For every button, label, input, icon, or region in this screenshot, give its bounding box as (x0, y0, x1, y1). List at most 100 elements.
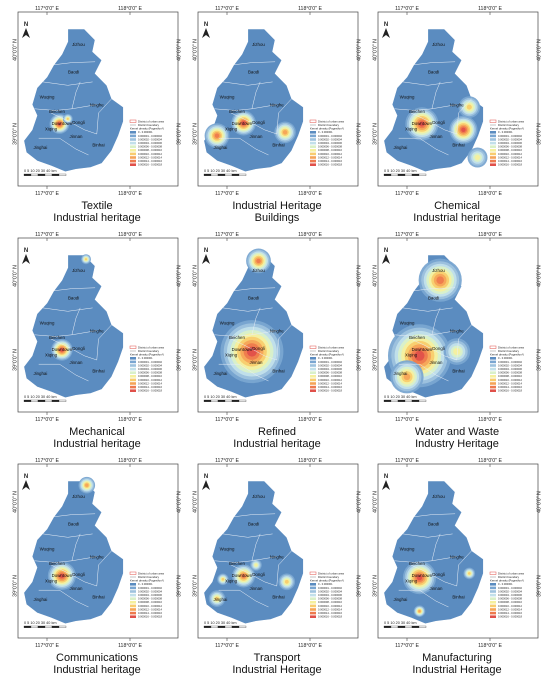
north-arrow-icon (382, 28, 390, 38)
legend-swatch (310, 145, 316, 148)
scale-segment (217, 625, 226, 628)
density-hotspot (390, 360, 424, 394)
legend-urban-label: District of urban area (498, 571, 524, 575)
legend-urban-label: District of urban area (318, 571, 344, 575)
density-hotspot (217, 573, 229, 586)
place-label: Jizhou (252, 42, 265, 47)
place-label: Jinnan (70, 586, 83, 591)
legend-density-title: Kernel density (Pages/km²) (130, 353, 164, 357)
lat-label: 40°0'0" N (13, 491, 19, 513)
legend-range-label: 0.000006 - 0.000008 (138, 371, 162, 375)
scale-segment (30, 173, 39, 176)
legend-boundary-label: District boundary (138, 123, 160, 127)
lat-label: 39°0'0" N (373, 123, 379, 145)
lat-label: 40°0'0" N (537, 39, 543, 61)
scale-segment (44, 173, 53, 176)
place-label: Baodi (68, 296, 79, 301)
place-label: Jinghai (33, 145, 47, 150)
district-boundary (411, 61, 456, 66)
place-label: Jinnan (430, 134, 443, 139)
legend-density-title: Kernel density (Pages/km²) (310, 353, 344, 357)
caption-line-2: Industry Heritage (415, 438, 499, 450)
tianjin-region (203, 480, 304, 625)
district-boundary (96, 550, 112, 587)
lon-label: 118°0'0" E (118, 643, 142, 649)
scale-label: 0 5 10 20 30 40 km (204, 621, 237, 625)
place-label: Dongli (432, 572, 444, 577)
legend-density-title: Kernel density (Pages/km²) (310, 127, 344, 131)
place-label: Beichen (49, 109, 65, 114)
legend-swatch (490, 382, 496, 385)
legend-boundary-label: District boundary (318, 123, 340, 127)
tianjin-region (23, 254, 124, 399)
north-label: N (384, 22, 388, 28)
place-label: Wuqing (40, 321, 55, 326)
north-label: N (384, 248, 388, 254)
lat-label: 39°0'0" N (13, 123, 19, 145)
district-boundary (410, 338, 457, 361)
place-label: Wuqing (400, 95, 415, 100)
lat-label: 40°0'0" N (13, 265, 19, 287)
scale-segment (224, 173, 233, 176)
lat-label: 39°0'0" N (357, 349, 363, 371)
lat-label: 40°0'0" N (373, 39, 379, 61)
scale-segment (231, 173, 240, 176)
panel-caption: Mechanical Industrial heritage (12, 426, 182, 450)
place-label: Jinghai (213, 145, 227, 150)
legend-swatch (130, 590, 136, 593)
place-label: Baodi (68, 522, 79, 527)
legend-swatch (490, 593, 496, 597)
density-ring (241, 573, 246, 578)
scale-bar: 0 5 10 20 30 40 km (203, 395, 247, 402)
panel-caption: Refined Industrial heritage (192, 426, 362, 450)
legend-swatch (310, 357, 316, 360)
legend-swatch (490, 131, 496, 134)
district-boundary (222, 307, 273, 312)
scale-segment (231, 399, 240, 402)
scale-segment (231, 625, 240, 628)
place-label: Binhai (92, 143, 104, 148)
lat-label: 39°0'0" N (13, 349, 19, 371)
scale-segment (390, 625, 399, 628)
lat-label: 40°0'0" N (357, 39, 363, 61)
scale-label: 0 5 10 20 30 40 km (204, 395, 237, 399)
legend-swatch (490, 615, 496, 618)
hotspot-layer (388, 258, 471, 394)
place-label: Binhai (272, 369, 284, 374)
tianjin-region (23, 28, 124, 173)
lon-label: 118°0'0" E (118, 458, 142, 464)
district-boundaries (394, 513, 472, 608)
legend-urban-label: District of urban area (318, 119, 344, 123)
scale-segment (238, 625, 247, 628)
north-label: N (384, 474, 388, 480)
legend-swatch (130, 159, 136, 163)
district-boundary (402, 81, 453, 86)
legend-range-label: 0.000004 - 0.000006 (138, 141, 162, 145)
legend-urban-swatch (489, 345, 497, 349)
lon-label: 117°0'0" E (215, 417, 239, 423)
legend-range-label: 0.000004 - 0.000006 (498, 141, 522, 145)
legend-swatch (130, 371, 136, 374)
legend-boundary-label: District boundary (318, 575, 340, 579)
lat-label: 39°0'0" N (373, 349, 379, 371)
legend-range-label: 0.000006 - 0.000008 (318, 371, 342, 375)
scale-bar: 0 5 10 20 30 40 km (383, 395, 427, 402)
district-boundaries (214, 287, 292, 382)
legend-swatch (310, 608, 316, 611)
legend-range-label: 0.000008 - 0.000010 (498, 600, 522, 604)
scale-segment (411, 625, 420, 628)
lon-label: 117°0'0" E (395, 417, 419, 423)
legend-range-label: 0.000010 - 0.000012 (498, 378, 522, 382)
place-label: Binhai (272, 143, 284, 148)
place-label: Downtown (52, 573, 73, 578)
place-label: Baodi (248, 522, 259, 527)
legend-range-label: 0.000001 - 0.000002 (318, 360, 342, 364)
place-label: Ninghe (90, 554, 104, 559)
district-boundary (394, 330, 457, 337)
caption-line-2: Industrial Heritage (232, 664, 322, 676)
lon-label: 118°0'0" E (298, 417, 322, 423)
legend-range-label: 0.000016 - 0.000018 (138, 615, 162, 619)
legend-swatch (490, 138, 496, 141)
map-panel: 117°0'0" E 117°0'0" E 118°0'0" E 118°0'0" E… (372, 228, 543, 450)
